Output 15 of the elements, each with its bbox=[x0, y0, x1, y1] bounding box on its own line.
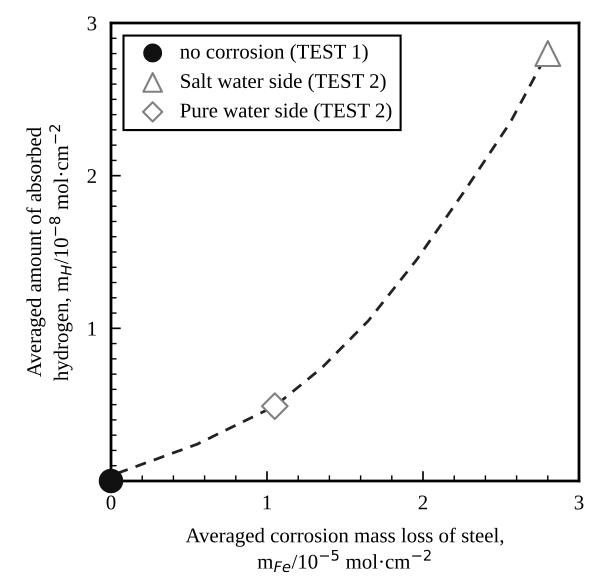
x-tick-label: 1 bbox=[264, 496, 271, 510]
y-tick-label: 3 bbox=[88, 16, 96, 30]
x-tick-label: 3 bbox=[574, 496, 584, 510]
x-tick-label: 0 bbox=[106, 495, 116, 510]
x-tick-label: 2 bbox=[418, 496, 428, 510]
legend-label: no corrosion (TEST 1) bbox=[180, 44, 368, 63]
x-axis-title: Averaged corrosion mass loss of steel, m$_{Fe}$/10$^{−5}$ mol·cm$^{−2}$ bbox=[186, 528, 504, 572]
legend-label: Salt water side (TEST 2) bbox=[181, 73, 386, 92]
point bbox=[260, 392, 289, 420]
y-axis-title: Averaged amount of absorbed hydrogen, m$_{H}$/10$^{−8}$ mol·cm$^{−2}$ bbox=[26, 124, 73, 381]
point bbox=[98, 468, 124, 494]
legend-label: Pure water side (TEST 2) bbox=[180, 102, 392, 122]
y-tick-label: 1 bbox=[88, 322, 96, 336]
y-tick-label: 2 bbox=[88, 169, 96, 183]
point bbox=[534, 40, 562, 68]
